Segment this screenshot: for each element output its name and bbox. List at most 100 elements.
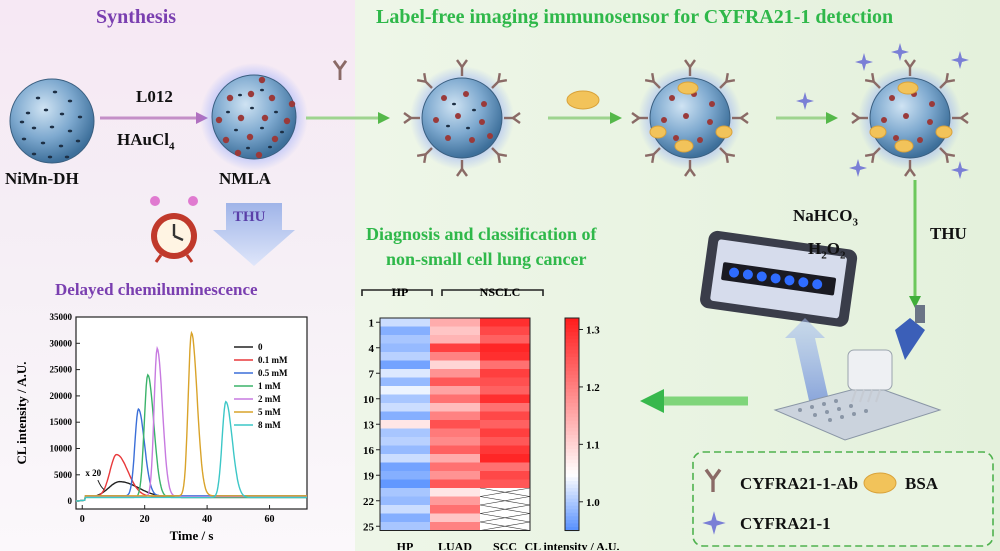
heat-cell-HP-17 <box>380 462 430 472</box>
heat-cell-LUAD-21 <box>430 496 480 506</box>
heat-col-label: SCC <box>493 540 517 551</box>
heat-cell-HP-12 <box>380 420 430 429</box>
colorbar-step <box>565 502 579 507</box>
annotation-arrow <box>97 479 105 490</box>
series-line-5 <box>75 330 307 502</box>
diagnosis-title-2: non-small cell lung cancer <box>386 249 587 269</box>
pipette-icon <box>847 305 925 403</box>
x-tick-label: 40 <box>202 514 212 525</box>
heat-cell-HP-7 <box>380 377 430 387</box>
legend-label-2: 0.5 mM <box>258 368 288 378</box>
x20-annotation: x 20 <box>85 468 101 478</box>
heat-cell-HP-13 <box>380 428 430 438</box>
heat-col-label: LUAD <box>438 540 472 551</box>
x-tick-label: 60 <box>265 514 275 525</box>
x-tick-label: 20 <box>140 514 150 525</box>
colorbar-step <box>565 417 579 422</box>
heat-cell-HP-21 <box>380 496 430 506</box>
colorbar-step <box>565 410 579 415</box>
colorbar-frame <box>564 317 580 531</box>
nahco3-label: NaHCO3 <box>793 206 858 229</box>
heat-cell-LUAD-19 <box>430 479 480 489</box>
y-tick-label: 5000 <box>54 470 73 480</box>
heat-cell-LUAD-8 <box>430 386 480 395</box>
heat-cell-HP-16 <box>380 454 430 463</box>
colorbar-step <box>565 516 579 521</box>
colorbar-step <box>565 403 579 408</box>
colorbar-step <box>565 480 579 486</box>
heat-cell-LUAD-3 <box>430 343 480 353</box>
colorbar-step <box>565 512 579 517</box>
y-tick-label: 15000 <box>50 417 73 427</box>
colorbar-step <box>565 413 579 418</box>
smartphone-icon <box>700 230 858 327</box>
colorbar-step <box>565 367 579 372</box>
heat-hatch <box>479 504 531 514</box>
legend-label-1: 0.1 mM <box>258 355 288 365</box>
colorbar-step <box>565 427 579 432</box>
heat-cell-HP-14 <box>380 437 430 446</box>
heat-cell-HP-5 <box>380 360 430 370</box>
colorbar-tick-label: 1.0 <box>586 497 600 509</box>
immunosensor-title: Label-free imaging immunosensor for CYFR… <box>376 6 894 28</box>
haucl4-label: HAuCl4 <box>117 130 175 153</box>
heat-hatch <box>479 496 531 506</box>
heat-cell-SCC-5 <box>480 360 530 370</box>
colorbar-step <box>565 360 579 365</box>
colorbar-step <box>565 441 579 447</box>
y-tick-label: 35000 <box>50 312 73 322</box>
colorbar-step <box>565 484 579 489</box>
heat-row-label: 7 <box>369 368 375 380</box>
colorbar-step <box>565 349 579 355</box>
x-tick-label: 0 <box>80 514 85 525</box>
alarm-clock-icon <box>150 196 198 263</box>
heat-cell-LUAD-17 <box>430 462 480 472</box>
legend-label-4: 2 mM <box>258 394 281 404</box>
heat-cell-SCC-13 <box>480 428 530 438</box>
heat-cell-HP-23 <box>380 513 430 523</box>
colorbar-step <box>565 488 579 493</box>
colorbar-step <box>565 392 579 397</box>
heat-cell-HP-8 <box>380 386 430 395</box>
colorbar-step <box>565 445 579 450</box>
legend-label-6: 8 mM <box>258 420 281 430</box>
thu-arrow-left <box>213 203 295 266</box>
legend-bsa-label: BSA <box>905 474 939 493</box>
colorbar-step <box>565 526 579 532</box>
delayed-title: Delayed chemiluminescence <box>55 280 258 299</box>
heat-cell-HP-3 <box>380 343 430 353</box>
colorbar-step <box>565 495 579 500</box>
heat-cell-HP-9 <box>380 394 430 404</box>
colorbar-step <box>565 505 579 510</box>
nimn-dh-particle <box>9 78 95 164</box>
heat-cell-HP-2 <box>380 335 430 344</box>
heat-cell-HP-18 <box>380 471 430 480</box>
heat-cell-SCC-9 <box>480 394 530 404</box>
colorbar-step <box>565 395 579 401</box>
legend-ab-label: CYFRA21-1-Ab <box>740 474 859 493</box>
bsa-particle <box>630 58 750 178</box>
heat-cell-SCC-19 <box>480 479 530 489</box>
h2o2-label: H2O2 <box>808 239 846 262</box>
cl-line-chart: 0 5000 10000 15000 20000 25000 30000 35000 0 20 40… <box>14 312 308 543</box>
colorbar-step <box>565 332 579 337</box>
ab-particle <box>402 58 522 178</box>
heat-cell-SCC-3 <box>480 343 530 353</box>
colorbar-step <box>565 385 579 390</box>
heat-cell-HP-1 <box>380 326 430 336</box>
heat-cell-SCC-15 <box>480 445 530 455</box>
heat-cell-SCC-2 <box>480 335 530 344</box>
y-tick-label: 30000 <box>50 338 73 348</box>
heat-cell-LUAD-11 <box>430 411 480 421</box>
heat-cell-SCC-8 <box>480 386 530 395</box>
colorbar-tick-label: 1.2 <box>586 382 600 394</box>
series-line-6 <box>75 400 307 502</box>
heat-cell-HP-22 <box>380 505 430 514</box>
colorbar-step <box>565 463 579 468</box>
heat-row-label: 13 <box>363 419 375 431</box>
heat-cell-HP-24 <box>380 522 430 531</box>
colorbar-tick-label: 1.3 <box>586 324 600 336</box>
colorbar-step <box>565 381 579 386</box>
colorbar-step <box>565 509 579 514</box>
